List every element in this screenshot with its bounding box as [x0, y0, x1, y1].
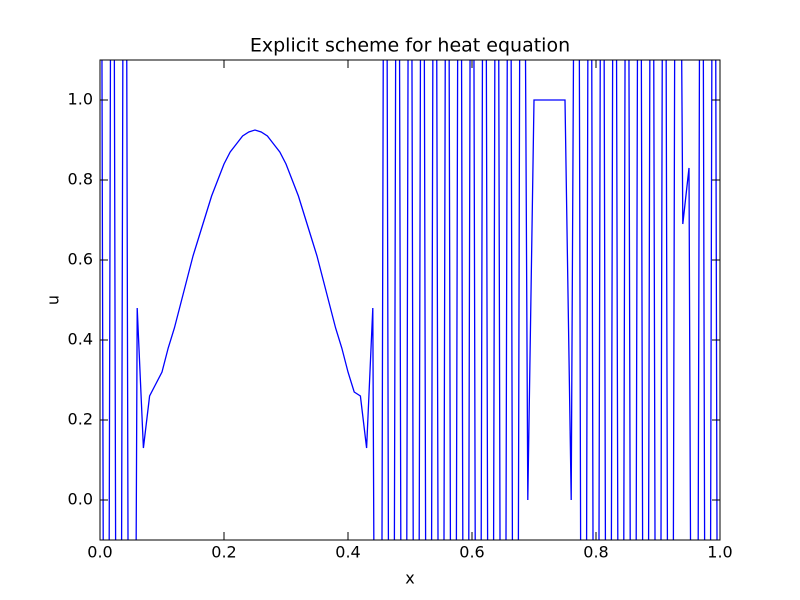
x-axis-label: x — [405, 569, 414, 588]
y-tick-label: 0.4 — [68, 330, 93, 349]
x-tick-label: 0.0 — [87, 543, 112, 562]
y-tick-label: 0.2 — [68, 410, 93, 429]
y-tick-label: 1.0 — [68, 90, 93, 109]
plot-frame — [99, 59, 721, 541]
y-tick-label: 0.0 — [68, 490, 93, 509]
x-tick-label: 0.4 — [335, 543, 360, 562]
x-tick-label: 1.0 — [707, 543, 732, 562]
y-tick-label: 0.6 — [68, 250, 93, 269]
y-axis-label: u — [44, 295, 63, 305]
data-line — [101, 60, 718, 540]
x-tick-label: 0.6 — [459, 543, 484, 562]
y-tick-label: 0.8 — [68, 170, 93, 189]
chart-title: Explicit scheme for heat equation — [250, 35, 570, 57]
x-tick-label: 0.2 — [211, 543, 236, 562]
x-tick-label: 0.8 — [583, 543, 608, 562]
